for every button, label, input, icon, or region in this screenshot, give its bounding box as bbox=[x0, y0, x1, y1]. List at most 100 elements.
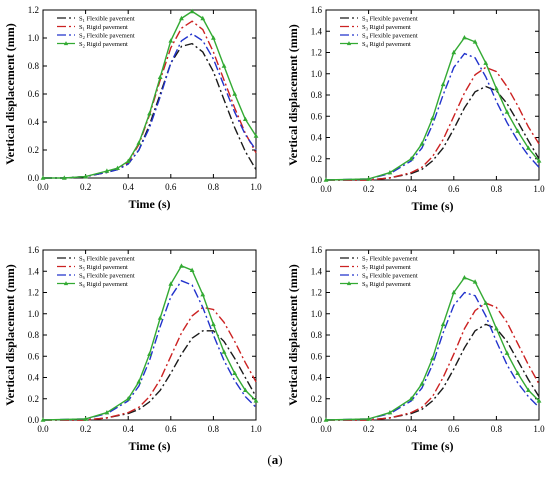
series-point bbox=[40, 175, 46, 180]
series-point bbox=[504, 109, 510, 114]
legend-entry: S3 Flexible pavement bbox=[362, 16, 418, 24]
series-point bbox=[408, 396, 414, 401]
series-line-1 bbox=[326, 85, 540, 181]
y-tick-label: 0.2 bbox=[28, 145, 39, 155]
legend-entry: S8 Flexible pavement bbox=[362, 273, 418, 281]
series-point bbox=[483, 300, 489, 305]
legend-entry: S2 Rigid pavement bbox=[79, 41, 128, 49]
series-point bbox=[232, 370, 238, 376]
y-tick-label: 0.4 bbox=[311, 373, 323, 383]
series-point bbox=[253, 133, 259, 138]
y-tick-label: 1.2 bbox=[311, 288, 322, 298]
series-point bbox=[366, 416, 371, 421]
series-point bbox=[104, 409, 110, 415]
x-tick-label: 1.0 bbox=[250, 424, 262, 434]
legend-entry: S1 Flexible pavement bbox=[79, 16, 135, 24]
y-tick-label: 1.4 bbox=[28, 266, 40, 276]
series-point bbox=[147, 111, 152, 116]
x-tick-label: 1.0 bbox=[250, 182, 262, 192]
series-point bbox=[515, 370, 521, 376]
y-tick-label: 1.0 bbox=[311, 69, 323, 79]
x-tick-label: 0.2 bbox=[363, 424, 374, 434]
series-point bbox=[61, 175, 67, 180]
y-tick-label: 0.2 bbox=[28, 394, 39, 404]
x-tick-label: 0.8 bbox=[491, 424, 503, 434]
series-point bbox=[157, 315, 163, 320]
series-line-4 bbox=[43, 10, 257, 179]
series-point bbox=[136, 379, 142, 384]
legend-marker bbox=[63, 41, 69, 46]
x-axis-label: Time (s) bbox=[128, 439, 170, 453]
series-line-1 bbox=[43, 330, 257, 421]
series-point bbox=[440, 321, 446, 327]
series-point bbox=[387, 169, 393, 175]
x-tick-label: 0.0 bbox=[320, 424, 332, 434]
caption-open-paren: ( bbox=[267, 452, 272, 467]
series-point bbox=[211, 321, 216, 327]
series-point bbox=[115, 165, 120, 170]
x-tick-label: 0.6 bbox=[448, 424, 460, 434]
y-tick-label: 0.8 bbox=[28, 61, 40, 71]
series-point bbox=[408, 156, 414, 161]
figure-caption: (a) bbox=[0, 452, 550, 468]
x-tick-label: 1.0 bbox=[533, 424, 545, 434]
legend-entry: S7 Flexible pavement bbox=[362, 256, 418, 264]
x-tick-label: 0.8 bbox=[208, 424, 220, 434]
y-tick-label: 0.0 bbox=[311, 415, 323, 425]
x-tick-label: 0.4 bbox=[123, 182, 135, 192]
series-point bbox=[200, 292, 206, 297]
series-point bbox=[462, 35, 467, 40]
x-axis-label: Time (s) bbox=[128, 197, 170, 211]
series-point bbox=[136, 140, 142, 145]
series-point bbox=[451, 289, 457, 295]
x-axis-label: Time (s) bbox=[411, 199, 453, 213]
chart-panel-4: 0.0 0.2 0.4 0.6 0.8 1.0 0.0 0.2 0.4 0.6 0.8 1.0 1.2 1… bbox=[286, 245, 545, 453]
legend-entry: S4 Flexible pavement bbox=[362, 33, 418, 41]
series-line-4 bbox=[42, 265, 257, 421]
x-tick-label: 0.8 bbox=[208, 182, 220, 192]
y-tick-label: 1.2 bbox=[28, 288, 39, 298]
series-line-1 bbox=[326, 323, 540, 421]
legend-entry: S4 Rigid pavement bbox=[362, 41, 411, 49]
series-point bbox=[83, 174, 88, 179]
y-tick-label: 1.2 bbox=[311, 48, 322, 58]
series-point bbox=[419, 141, 425, 146]
legend-entry: S5 Flexible pavement bbox=[79, 256, 135, 264]
x-tick-label: 0.2 bbox=[80, 182, 91, 192]
series-point bbox=[525, 387, 531, 393]
y-tick-label: 1.0 bbox=[311, 309, 323, 319]
series-line-2 bbox=[43, 306, 257, 421]
y-tick-label: 1.0 bbox=[28, 309, 40, 319]
legend-entry: S6 Flexible pavement bbox=[79, 273, 135, 281]
legend-marker bbox=[346, 41, 352, 46]
series-point bbox=[483, 60, 489, 65]
y-tick-label: 0.6 bbox=[28, 351, 40, 361]
series-point bbox=[323, 417, 329, 422]
series-point bbox=[430, 115, 435, 121]
y-tick-label: 0.8 bbox=[311, 330, 323, 340]
series-point bbox=[536, 158, 542, 163]
series-line-3 bbox=[43, 32, 257, 179]
series-point bbox=[221, 63, 227, 68]
y-axis-label: Vertical displacement (mm) bbox=[286, 264, 300, 406]
y-tick-label: 0.6 bbox=[28, 89, 40, 99]
series-point bbox=[125, 396, 131, 401]
y-tick-label: 0.2 bbox=[311, 394, 322, 404]
series-point bbox=[504, 350, 510, 355]
series-point bbox=[515, 128, 521, 133]
legend-entry: S3 Rigid pavement bbox=[362, 24, 411, 32]
series-point bbox=[440, 81, 446, 87]
series-point bbox=[387, 409, 393, 415]
series-point bbox=[125, 158, 131, 163]
x-tick-label: 0.4 bbox=[123, 424, 135, 434]
x-tick-label: 0.0 bbox=[37, 182, 49, 192]
y-tick-label: 0.0 bbox=[28, 415, 40, 425]
legend-entry: S6 Rigid pavement bbox=[79, 281, 128, 289]
series-line-3 bbox=[42, 279, 257, 421]
series-point bbox=[179, 15, 184, 21]
series-line-3 bbox=[325, 52, 540, 181]
legend-entry: S2 Flexible pavement bbox=[79, 33, 135, 41]
series-point bbox=[323, 177, 329, 182]
series-point bbox=[430, 355, 435, 361]
x-tick-label: 1.0 bbox=[533, 184, 545, 194]
